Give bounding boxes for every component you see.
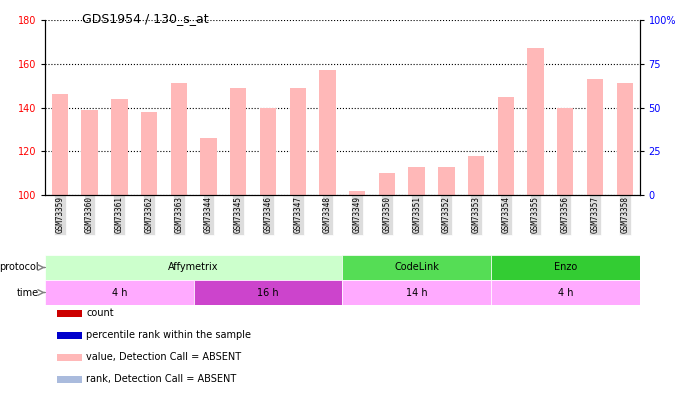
Bar bbox=[52, 94, 68, 195]
Text: CodeLink: CodeLink bbox=[394, 262, 439, 273]
Text: 4 h: 4 h bbox=[112, 288, 127, 298]
Text: 14 h: 14 h bbox=[406, 288, 428, 298]
FancyBboxPatch shape bbox=[342, 280, 491, 305]
Text: time: time bbox=[17, 288, 39, 298]
FancyBboxPatch shape bbox=[194, 280, 342, 305]
Bar bbox=[319, 70, 336, 195]
Text: GDS1954 / 130_s_at: GDS1954 / 130_s_at bbox=[82, 12, 208, 25]
Bar bbox=[290, 88, 306, 195]
FancyBboxPatch shape bbox=[342, 255, 491, 280]
Bar bbox=[498, 96, 514, 195]
Bar bbox=[528, 49, 544, 195]
Bar bbox=[171, 83, 187, 195]
Text: 4 h: 4 h bbox=[558, 288, 573, 298]
Bar bbox=[57, 332, 82, 339]
Bar bbox=[617, 83, 633, 195]
FancyBboxPatch shape bbox=[45, 280, 194, 305]
Text: Affymetrix: Affymetrix bbox=[169, 262, 219, 273]
Bar bbox=[557, 107, 573, 195]
Text: rank, Detection Call = ABSENT: rank, Detection Call = ABSENT bbox=[86, 374, 236, 384]
Text: percentile rank within the sample: percentile rank within the sample bbox=[86, 330, 251, 340]
Bar bbox=[468, 156, 484, 195]
Bar bbox=[409, 166, 425, 195]
Bar bbox=[587, 79, 603, 195]
Text: count: count bbox=[86, 308, 114, 318]
FancyBboxPatch shape bbox=[491, 255, 640, 280]
Bar bbox=[82, 110, 98, 195]
Bar bbox=[57, 309, 82, 316]
Text: protocol: protocol bbox=[0, 262, 39, 273]
Bar bbox=[111, 99, 128, 195]
Text: 16 h: 16 h bbox=[257, 288, 279, 298]
Bar bbox=[438, 166, 454, 195]
Bar bbox=[230, 88, 246, 195]
Bar bbox=[57, 354, 82, 360]
Bar bbox=[141, 112, 157, 195]
Text: Enzo: Enzo bbox=[554, 262, 577, 273]
FancyBboxPatch shape bbox=[491, 280, 640, 305]
FancyBboxPatch shape bbox=[45, 255, 342, 280]
Bar bbox=[57, 375, 82, 382]
Bar bbox=[260, 107, 276, 195]
Bar bbox=[379, 173, 395, 195]
Text: value, Detection Call = ABSENT: value, Detection Call = ABSENT bbox=[86, 352, 241, 362]
Bar bbox=[201, 138, 217, 195]
Bar bbox=[349, 191, 365, 195]
